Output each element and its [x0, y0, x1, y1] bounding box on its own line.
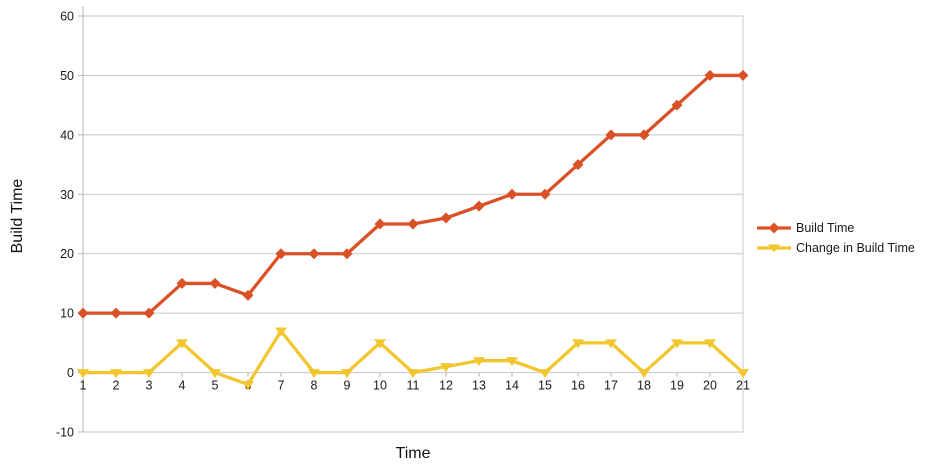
data-point-marker-1	[704, 339, 716, 349]
legend: Build Time Change in Build Time	[757, 218, 915, 258]
y-tick-label: 60	[60, 10, 74, 24]
y-tick-label: 20	[60, 247, 74, 261]
data-point-marker-0	[209, 277, 221, 289]
data-point-marker-0	[275, 248, 287, 260]
x-tick-label: 5	[212, 379, 219, 393]
data-point-marker-1	[473, 357, 485, 367]
x-tick-label: 11	[407, 379, 420, 393]
data-point-marker-1	[572, 339, 584, 349]
data-point-marker-0	[110, 307, 122, 319]
x-axis-title: Time	[395, 445, 431, 462]
data-point-marker-1	[275, 327, 287, 337]
y-tick-label: 30	[60, 188, 74, 202]
data-point-marker-0	[143, 307, 155, 319]
x-tick-label: 16	[571, 379, 585, 393]
data-point-marker-1	[110, 369, 122, 379]
data-point-marker-0	[440, 212, 452, 224]
data-point-marker-0	[671, 99, 683, 111]
x-tick-label: 3	[146, 379, 153, 393]
data-point-marker-1	[77, 369, 89, 379]
data-point-marker-1	[407, 369, 419, 379]
data-point-marker-0	[77, 307, 89, 319]
x-tick-label: 12	[439, 379, 453, 393]
data-point-marker-1	[638, 369, 650, 379]
x-tick-label: 20	[703, 379, 717, 393]
legend-label-build-time: Build Time	[796, 221, 855, 235]
x-tick-label: 15	[538, 379, 552, 393]
data-point-marker-0	[341, 248, 353, 260]
data-point-marker-0	[407, 218, 419, 230]
x-tick-label: 8	[311, 379, 318, 393]
x-tick-label: 14	[505, 379, 519, 393]
data-point-marker-0	[605, 129, 617, 141]
data-point-marker-1	[737, 369, 749, 379]
data-point-marker-1	[176, 339, 188, 349]
y-axis-title: Build Time	[9, 178, 26, 254]
x-tick-label: 19	[670, 379, 684, 393]
x-tick-label: 10	[373, 379, 387, 393]
data-point-marker-1	[308, 369, 320, 379]
data-point-marker-1	[374, 339, 386, 349]
data-point-marker-1	[506, 357, 518, 367]
data-point-marker-1	[671, 339, 683, 349]
x-tick-label: 2	[113, 379, 120, 393]
data-point-marker-1	[341, 369, 353, 379]
data-point-marker-0	[737, 69, 749, 81]
data-point-marker-0	[572, 159, 584, 171]
x-tick-label: 7	[278, 379, 285, 393]
legend-item-change-in-build-time: Change in Build Time	[757, 238, 915, 258]
x-tick-label: 18	[637, 379, 651, 393]
legend-label-change-in-build-time: Change in Build Time	[796, 241, 915, 255]
data-point-marker-1	[440, 363, 452, 373]
x-tick-label: 21	[736, 379, 750, 393]
data-point-marker-0	[506, 188, 518, 200]
x-tick-label: 4	[179, 379, 186, 393]
data-point-marker-0	[539, 188, 551, 200]
x-tick-label: 9	[344, 379, 351, 393]
data-point-marker-1	[143, 369, 155, 379]
data-point-marker-1	[242, 380, 254, 390]
data-point-marker-0	[374, 218, 386, 230]
data-point-marker-0	[704, 69, 716, 81]
y-tick-label: -10	[56, 426, 74, 440]
data-point-marker-0	[473, 200, 485, 212]
data-point-marker-0	[176, 277, 188, 289]
y-tick-label: 0	[67, 366, 74, 380]
data-point-marker-0	[242, 289, 254, 301]
x-tick-label: 17	[604, 379, 618, 393]
build-time-line-marker-icon	[757, 222, 791, 234]
change-in-build-time-line-marker-icon	[757, 244, 791, 253]
y-tick-label: 50	[60, 69, 74, 83]
x-tick-label: 1	[80, 379, 87, 393]
data-point-marker-0	[308, 248, 320, 260]
y-tick-label: 10	[60, 307, 74, 321]
legend-item-build-time: Build Time	[757, 218, 915, 238]
data-point-marker-1	[605, 339, 617, 349]
data-point-marker-1	[539, 369, 551, 379]
y-tick-label: 40	[60, 128, 74, 142]
data-point-marker-1	[209, 369, 221, 379]
data-point-marker-0	[638, 129, 650, 141]
x-tick-label: 13	[472, 379, 486, 393]
